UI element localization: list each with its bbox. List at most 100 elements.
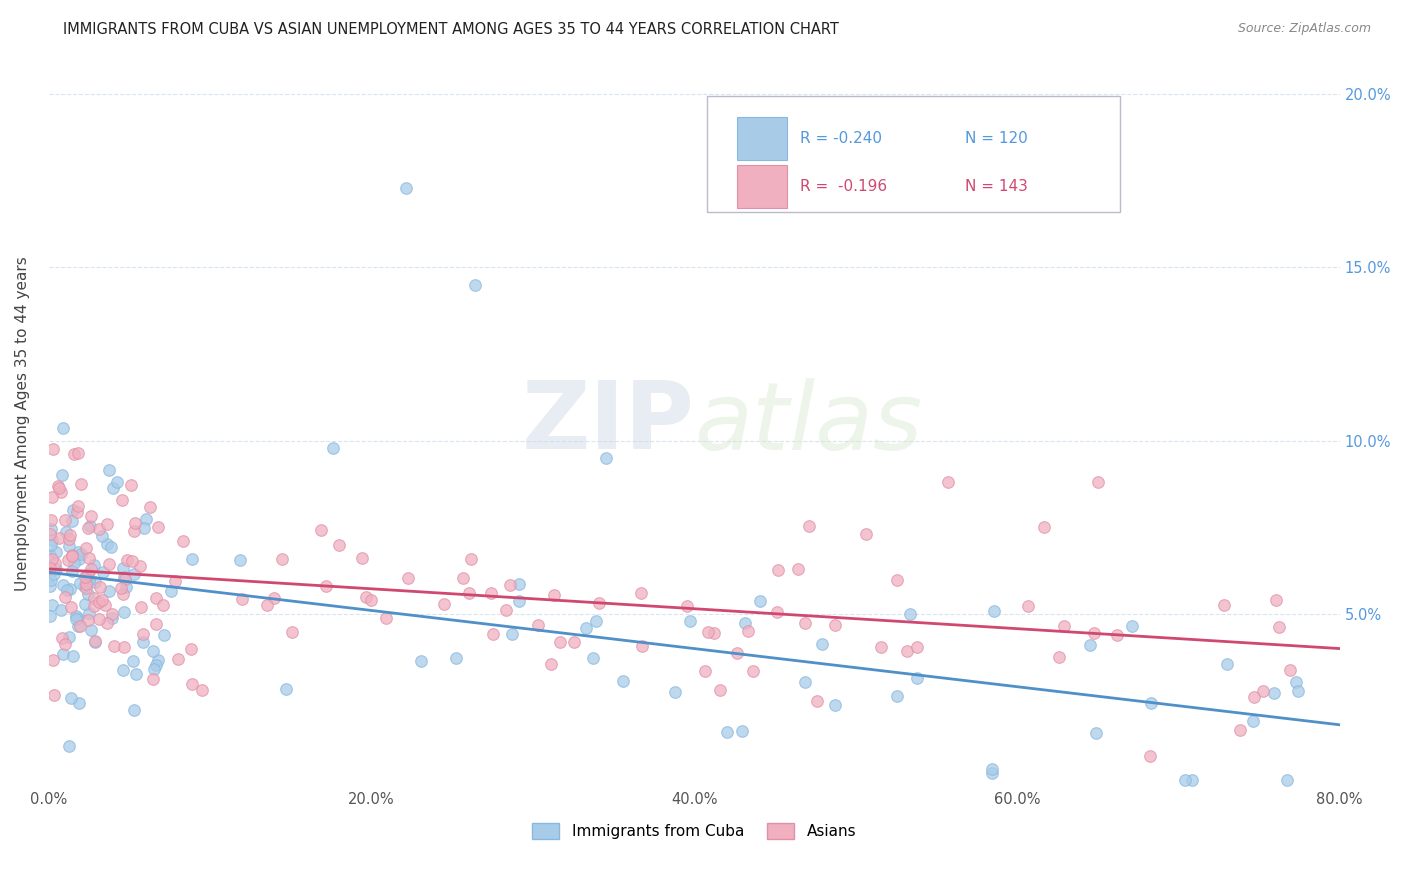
Point	[1087, 475, 1109, 490]
Point	[1083, 625, 1105, 640]
Point	[129, 600, 152, 615]
Point	[41, 533, 63, 547]
Point	[824, 698, 846, 712]
Point	[1080, 638, 1102, 652]
Point	[145, 617, 167, 632]
Point	[58, 532, 80, 546]
Point	[90, 593, 112, 607]
Text: IMMIGRANTS FROM CUBA VS ASIAN UNEMPLOYMENT AMONG AGES 35 TO 44 YEARS CORRELATION: IMMIGRANTS FROM CUBA VS ASIAN UNEMPLOYME…	[63, 22, 839, 37]
Point	[60, 549, 83, 563]
Point	[122, 566, 145, 581]
Point	[84, 575, 107, 590]
Point	[870, 640, 893, 654]
Point	[93, 598, 115, 612]
Point	[811, 637, 834, 651]
Point	[39, 579, 62, 593]
Point	[508, 577, 530, 591]
Point	[741, 664, 763, 678]
Point	[191, 683, 214, 698]
Point	[60, 549, 83, 563]
Point	[1253, 683, 1275, 698]
Point	[39, 561, 62, 575]
Point	[630, 639, 652, 653]
Point	[75, 541, 97, 555]
Point	[77, 613, 100, 627]
Point	[112, 663, 135, 677]
Point	[1047, 650, 1070, 665]
Point	[543, 588, 565, 602]
Point	[46, 479, 69, 493]
Point	[67, 545, 90, 559]
Point	[280, 625, 302, 640]
Point	[588, 596, 610, 610]
Point	[65, 505, 87, 519]
Point	[79, 606, 101, 620]
Point	[75, 570, 97, 584]
Point	[39, 609, 62, 624]
Point	[53, 591, 76, 605]
Text: R = -0.240: R = -0.240	[800, 131, 882, 146]
Point	[181, 677, 204, 691]
FancyBboxPatch shape	[707, 96, 1121, 212]
Point	[122, 524, 145, 538]
Point	[79, 623, 101, 637]
Point	[129, 559, 152, 574]
Point	[132, 521, 155, 535]
Point	[131, 635, 153, 649]
Point	[676, 599, 699, 613]
FancyBboxPatch shape	[737, 118, 787, 161]
Point	[53, 637, 76, 651]
Point	[167, 651, 190, 665]
Point	[328, 538, 350, 552]
Point	[60, 599, 83, 614]
Point	[1278, 663, 1301, 677]
Point	[460, 552, 482, 566]
Text: N = 120: N = 120	[965, 131, 1028, 146]
Point	[110, 582, 132, 596]
Point	[91, 565, 114, 579]
Point	[229, 553, 252, 567]
Point	[936, 475, 959, 490]
Y-axis label: Unemployment Among Ages 35 to 44 years: Unemployment Among Ages 35 to 44 years	[15, 256, 30, 591]
Point	[433, 597, 456, 611]
Point	[73, 597, 96, 611]
Point	[41, 491, 63, 505]
Point	[457, 586, 479, 600]
Point	[56, 583, 79, 598]
Point	[1268, 620, 1291, 634]
Point	[96, 537, 118, 551]
Point	[148, 653, 170, 667]
Point	[540, 657, 562, 672]
Point	[101, 481, 124, 495]
Point	[1105, 628, 1128, 642]
Point	[112, 561, 135, 575]
Point	[734, 615, 756, 630]
Point	[77, 573, 100, 587]
Point	[1243, 690, 1265, 705]
Point	[482, 627, 505, 641]
Point	[256, 598, 278, 612]
Point	[395, 181, 418, 195]
Point	[730, 723, 752, 738]
Point	[145, 591, 167, 606]
Point	[180, 642, 202, 657]
Point	[1139, 748, 1161, 763]
FancyBboxPatch shape	[737, 165, 787, 208]
Point	[824, 618, 846, 632]
Point	[112, 606, 135, 620]
Point	[1212, 599, 1234, 613]
Point	[69, 576, 91, 591]
Point	[115, 580, 138, 594]
Point	[980, 766, 1002, 780]
Point	[527, 618, 550, 632]
Point	[42, 566, 65, 581]
Point	[39, 573, 62, 587]
Point	[124, 516, 146, 530]
Point	[263, 591, 285, 605]
Point	[1265, 593, 1288, 607]
Point	[1241, 714, 1264, 728]
Point	[60, 564, 83, 578]
Point	[1181, 773, 1204, 788]
Point	[276, 681, 298, 696]
Point	[1032, 520, 1054, 534]
